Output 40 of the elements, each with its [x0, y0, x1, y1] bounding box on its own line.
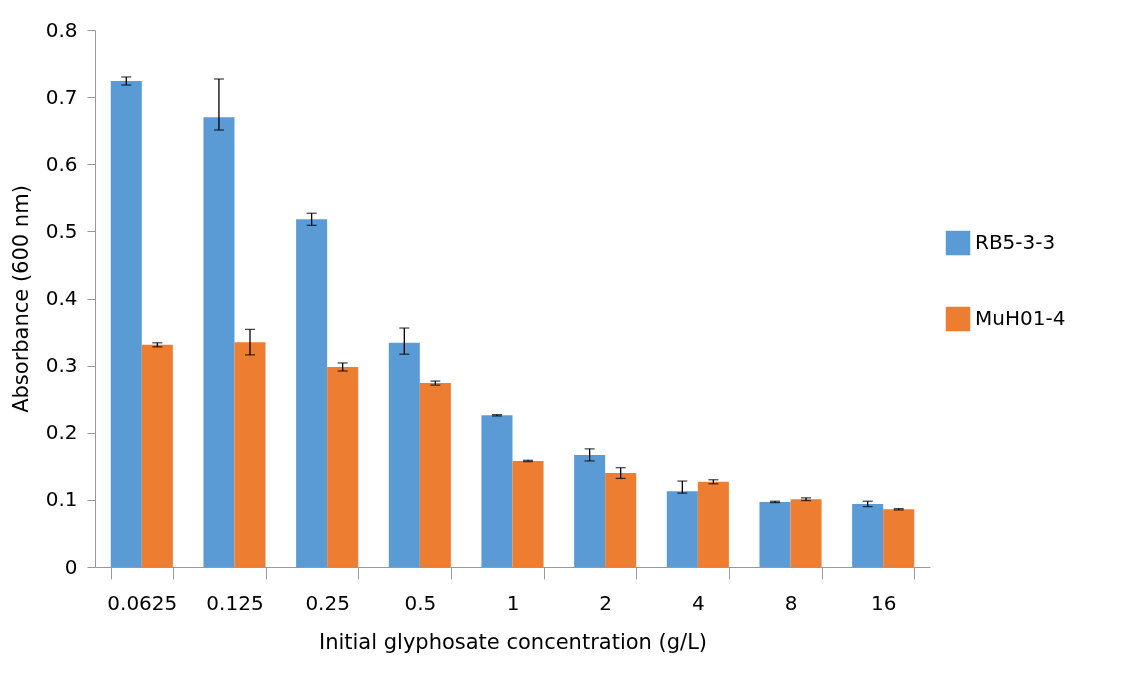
bar	[574, 454, 606, 567]
x-axis-title: Initial glyphosate concentration (g/L)	[318, 629, 708, 654]
bar	[296, 219, 328, 567]
y-tick-label: 0.8	[45, 17, 78, 42]
bar	[234, 342, 266, 567]
y-tick-label: 0.4	[45, 286, 78, 310]
y-tick-label: 0.1	[45, 487, 78, 512]
bar	[697, 481, 729, 567]
y-tick-label: 0.3	[45, 353, 78, 378]
x-tick-label: 0.0625	[107, 590, 178, 615]
y-tick-label: 0.6	[45, 151, 78, 176]
x-tick-label: 0.5	[404, 590, 437, 615]
bar	[759, 501, 791, 567]
bar	[419, 383, 451, 567]
bar	[110, 81, 142, 567]
x-tick-label: 0.125	[206, 590, 264, 615]
bar	[852, 503, 884, 567]
y-tick-label: 0.2	[45, 420, 78, 445]
x-tick-label: 0.25	[305, 590, 350, 615]
y-tick-label: 0.5	[45, 218, 78, 243]
bar	[203, 117, 235, 567]
y-tick-label: 0	[64, 554, 78, 579]
legend-label: MuH01-4	[975, 306, 1066, 330]
x-tick-label: 8	[784, 590, 798, 615]
bar	[605, 473, 637, 567]
bar	[141, 344, 173, 567]
y-tick-label: 0.7	[45, 84, 78, 109]
bar	[883, 509, 915, 567]
x-tick-label: 4	[691, 590, 705, 615]
bar	[388, 342, 420, 567]
bar	[481, 415, 513, 567]
x-tick-label: 16	[870, 590, 897, 615]
bar	[790, 499, 822, 567]
bar	[327, 366, 359, 567]
y-axis-title: Absorbance (600 nm)	[8, 185, 33, 413]
legend-label: RB5-3-3	[975, 230, 1056, 254]
x-tick-label: 2	[599, 590, 613, 615]
x-tick-label: 1	[506, 590, 520, 615]
bar	[512, 460, 544, 567]
bar	[666, 491, 698, 567]
